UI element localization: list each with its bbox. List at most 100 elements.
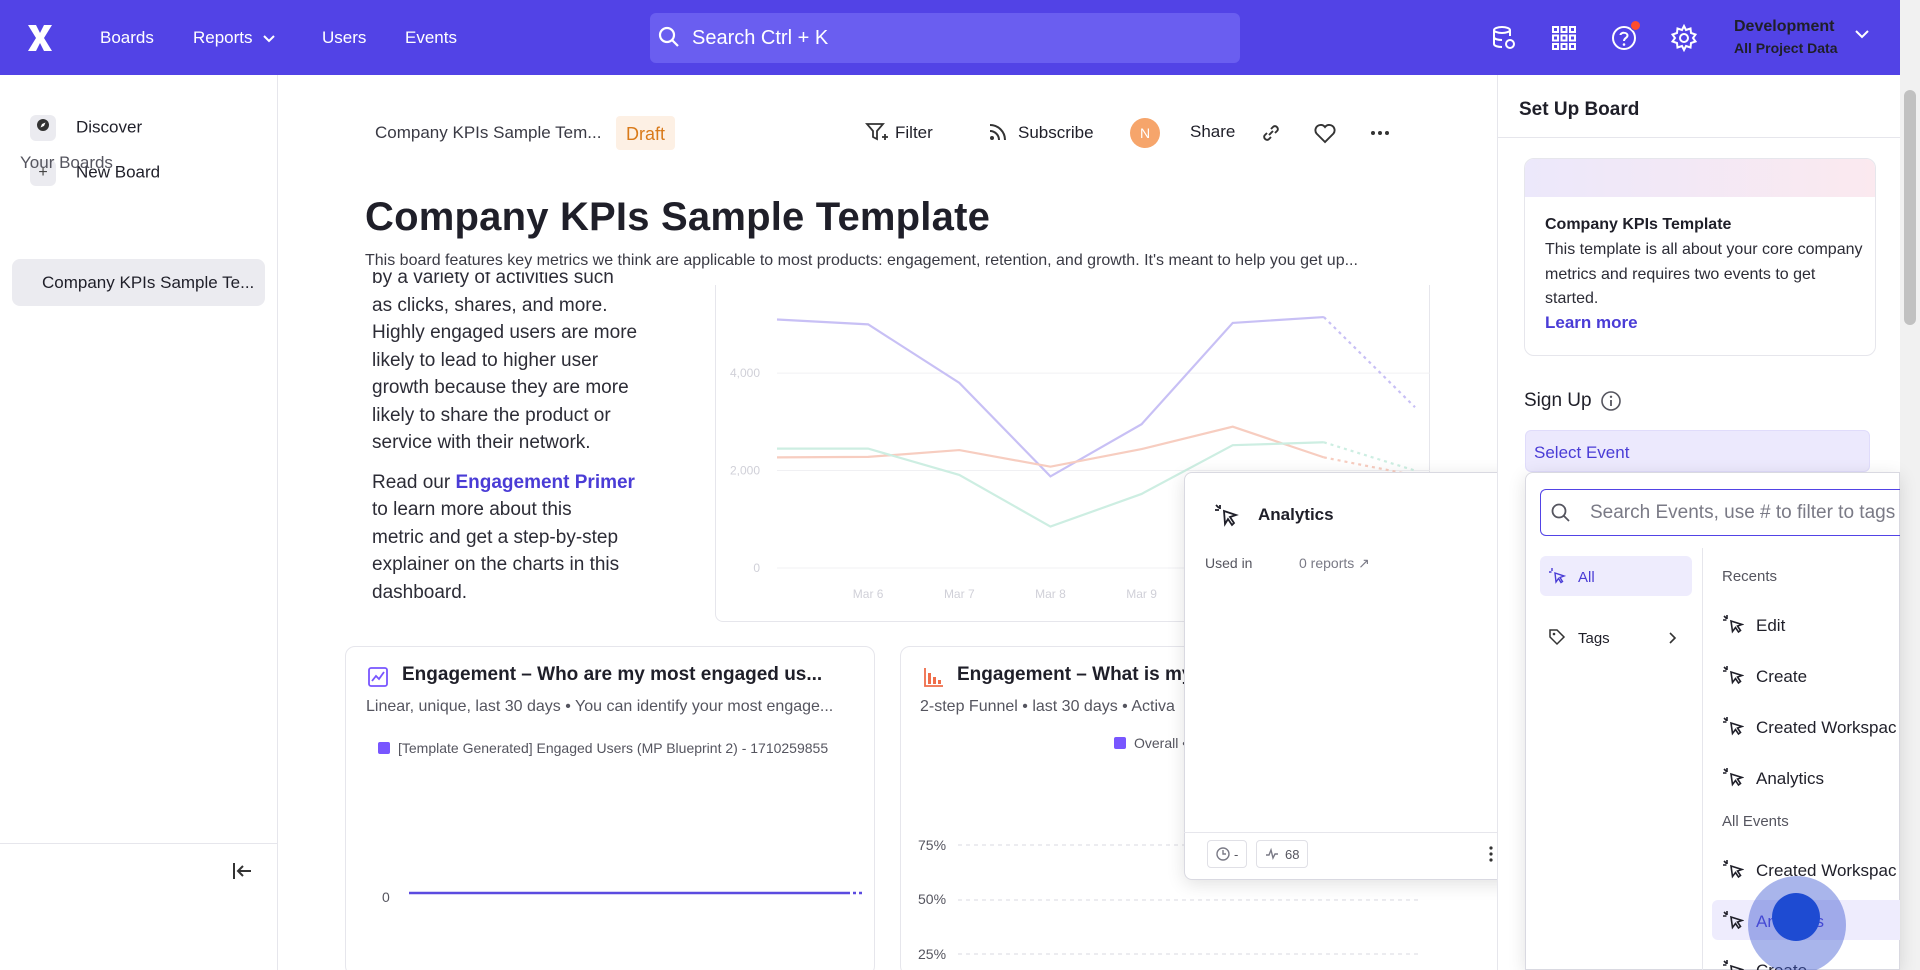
scrollbar-thumb[interactable] [1904,90,1916,325]
series-line-partial [1323,441,1416,472]
event-item-created-workspace[interactable]: Created Workspac [1722,858,1896,885]
event-sparkle-icon [1722,613,1745,640]
category-all-row[interactable]: All [1548,567,1595,586]
global-search-input[interactable] [650,13,1240,63]
series-line-partial [1323,316,1416,408]
breadcrumb[interactable]: Company KPIs Sample Tem... [375,123,602,142]
event-sparkle-icon [1722,664,1745,691]
filter-label: Filter [895,123,933,142]
chart-legend: Overall • [1114,735,1187,751]
event-label: Edit [1756,615,1786,635]
project-name[interactable]: Development [1734,18,1835,35]
event-sparkle-icon [1722,909,1745,936]
text-line: likely to share the product or [372,404,611,426]
compass-icon [30,115,56,141]
event-sparkle-cursor-icon [1215,504,1239,527]
text-line: service with their network. [372,432,591,453]
avatar[interactable]: N [1130,118,1160,148]
category-tags-row[interactable]: Tags [1548,628,1610,647]
filter-button[interactable]: Filter [865,122,933,143]
subscribe-button[interactable]: Subscribe [988,122,1094,143]
select-event-button[interactable]: Select Event [1525,430,1870,472]
chart-legend: [Template Generated] Engaged Users (MP B… [378,740,828,756]
popover-footer-divider [1184,832,1524,833]
board-description: This board features key metrics we think… [365,252,1358,269]
template-description: This template is all about your core com… [1545,241,1863,307]
project-data-view[interactable]: All Project Data [1734,40,1838,56]
database-settings-icon[interactable] [1490,24,1518,52]
text-line: metric and get a step-by-step [372,526,619,548]
share-button[interactable]: Share [1190,122,1236,141]
y-tick-label: 0 [382,889,390,905]
search-icon [1551,503,1570,522]
category-label: All [1578,569,1595,586]
left-sidebar [0,75,278,970]
sidebar-item-new-board[interactable]: + New Board [30,160,160,186]
card-subtitle: 2-step Funnel • last 30 days • Activa [920,698,1175,715]
read-prefix: Read our [372,471,451,493]
heart-icon[interactable] [1313,122,1337,144]
y-tick-label: 50% [918,891,947,907]
event-search-input[interactable] [1540,489,1900,536]
info-icon[interactable] [1600,390,1622,412]
event-picker-dropdown [1525,472,1900,970]
collapse-sidebar-icon[interactable] [232,861,254,881]
text-line: Highly engaged users are more [372,322,638,343]
event-sparkle-icon [1722,858,1745,885]
filter-icon [865,123,888,141]
event-sparkle-icon [1549,568,1567,584]
chevron-down-icon[interactable] [1855,30,1869,39]
volume-value: 68 [1285,847,1300,862]
nav-events[interactable]: Events [405,28,457,47]
volume-pill[interactable]: 68 [1256,840,1309,868]
template-info-card [1524,158,1876,356]
sidebar-item-label: New Board [76,162,161,182]
nav-reports[interactable]: Reports [193,28,275,48]
used-in-label: Used in [1205,555,1253,571]
legend-label: Overall • [1134,735,1188,751]
y-tick-label: 2,000 [730,464,760,478]
more-options-icon[interactable] [1488,846,1494,862]
plus-icon: + [30,160,56,186]
rss-icon [989,124,1006,141]
your-boards-heading: Your Boards [20,153,113,172]
time-pill[interactable]: - [1207,840,1248,868]
link-icon[interactable] [1260,122,1282,144]
event-item-create[interactable]: Create [1722,664,1807,691]
nav-users[interactable]: Users [322,28,367,47]
event-preview-popover [1184,472,1524,880]
event-item-analytics[interactable]: Analytics [1722,766,1824,793]
engagement-primer-link[interactable]: Engagement Primer [455,471,635,493]
panel-title: Set Up Board [1519,99,1640,120]
event-item-edit[interactable]: Edit [1722,613,1785,640]
legend-swatch [378,742,390,754]
time-value: - [1234,847,1239,862]
line-chart-card[interactable] [715,285,1430,622]
reports-link[interactable]: 0 reports ↗ [1299,555,1370,571]
learn-more-link[interactable]: Learn more [1545,313,1638,332]
help-icon[interactable] [1610,24,1638,52]
chevron-right-icon [1669,632,1677,644]
notification-badge [1630,20,1641,31]
card-title[interactable]: Engagement – Who are my most engaged us.… [402,664,823,685]
event-item-created-workspace[interactable]: Created Workspac [1722,715,1896,742]
more-options-icon[interactable] [1370,130,1390,136]
series-line [776,425,1325,468]
y-tick-label: 4,000 [730,366,760,380]
board-title[interactable]: Company KPIs Sample Template [365,195,991,239]
category-label: Tags [1578,630,1610,647]
nav-boards[interactable]: Boards [100,28,154,47]
settings-icon[interactable] [1670,24,1698,52]
template-name: Company KPIs Template [1545,216,1732,233]
sidebar-item-discover[interactable]: Discover [30,115,142,141]
search-icon [658,26,679,47]
text-line: by a variety of activities such [372,272,614,288]
report-card-engaged-users[interactable] [345,646,875,970]
legend-label: [Template Generated] Engaged Users (MP B… [398,740,829,756]
card-title[interactable]: Engagement – What is my [957,664,1193,685]
event-sparkle-icon [1722,766,1745,793]
mixpanel-logo-icon[interactable] [24,22,56,54]
sidebar-divider [0,843,278,844]
sidebar-board-item[interactable]: Company KPIs Sample Te... [12,259,265,306]
apps-grid-icon[interactable] [1550,24,1578,52]
